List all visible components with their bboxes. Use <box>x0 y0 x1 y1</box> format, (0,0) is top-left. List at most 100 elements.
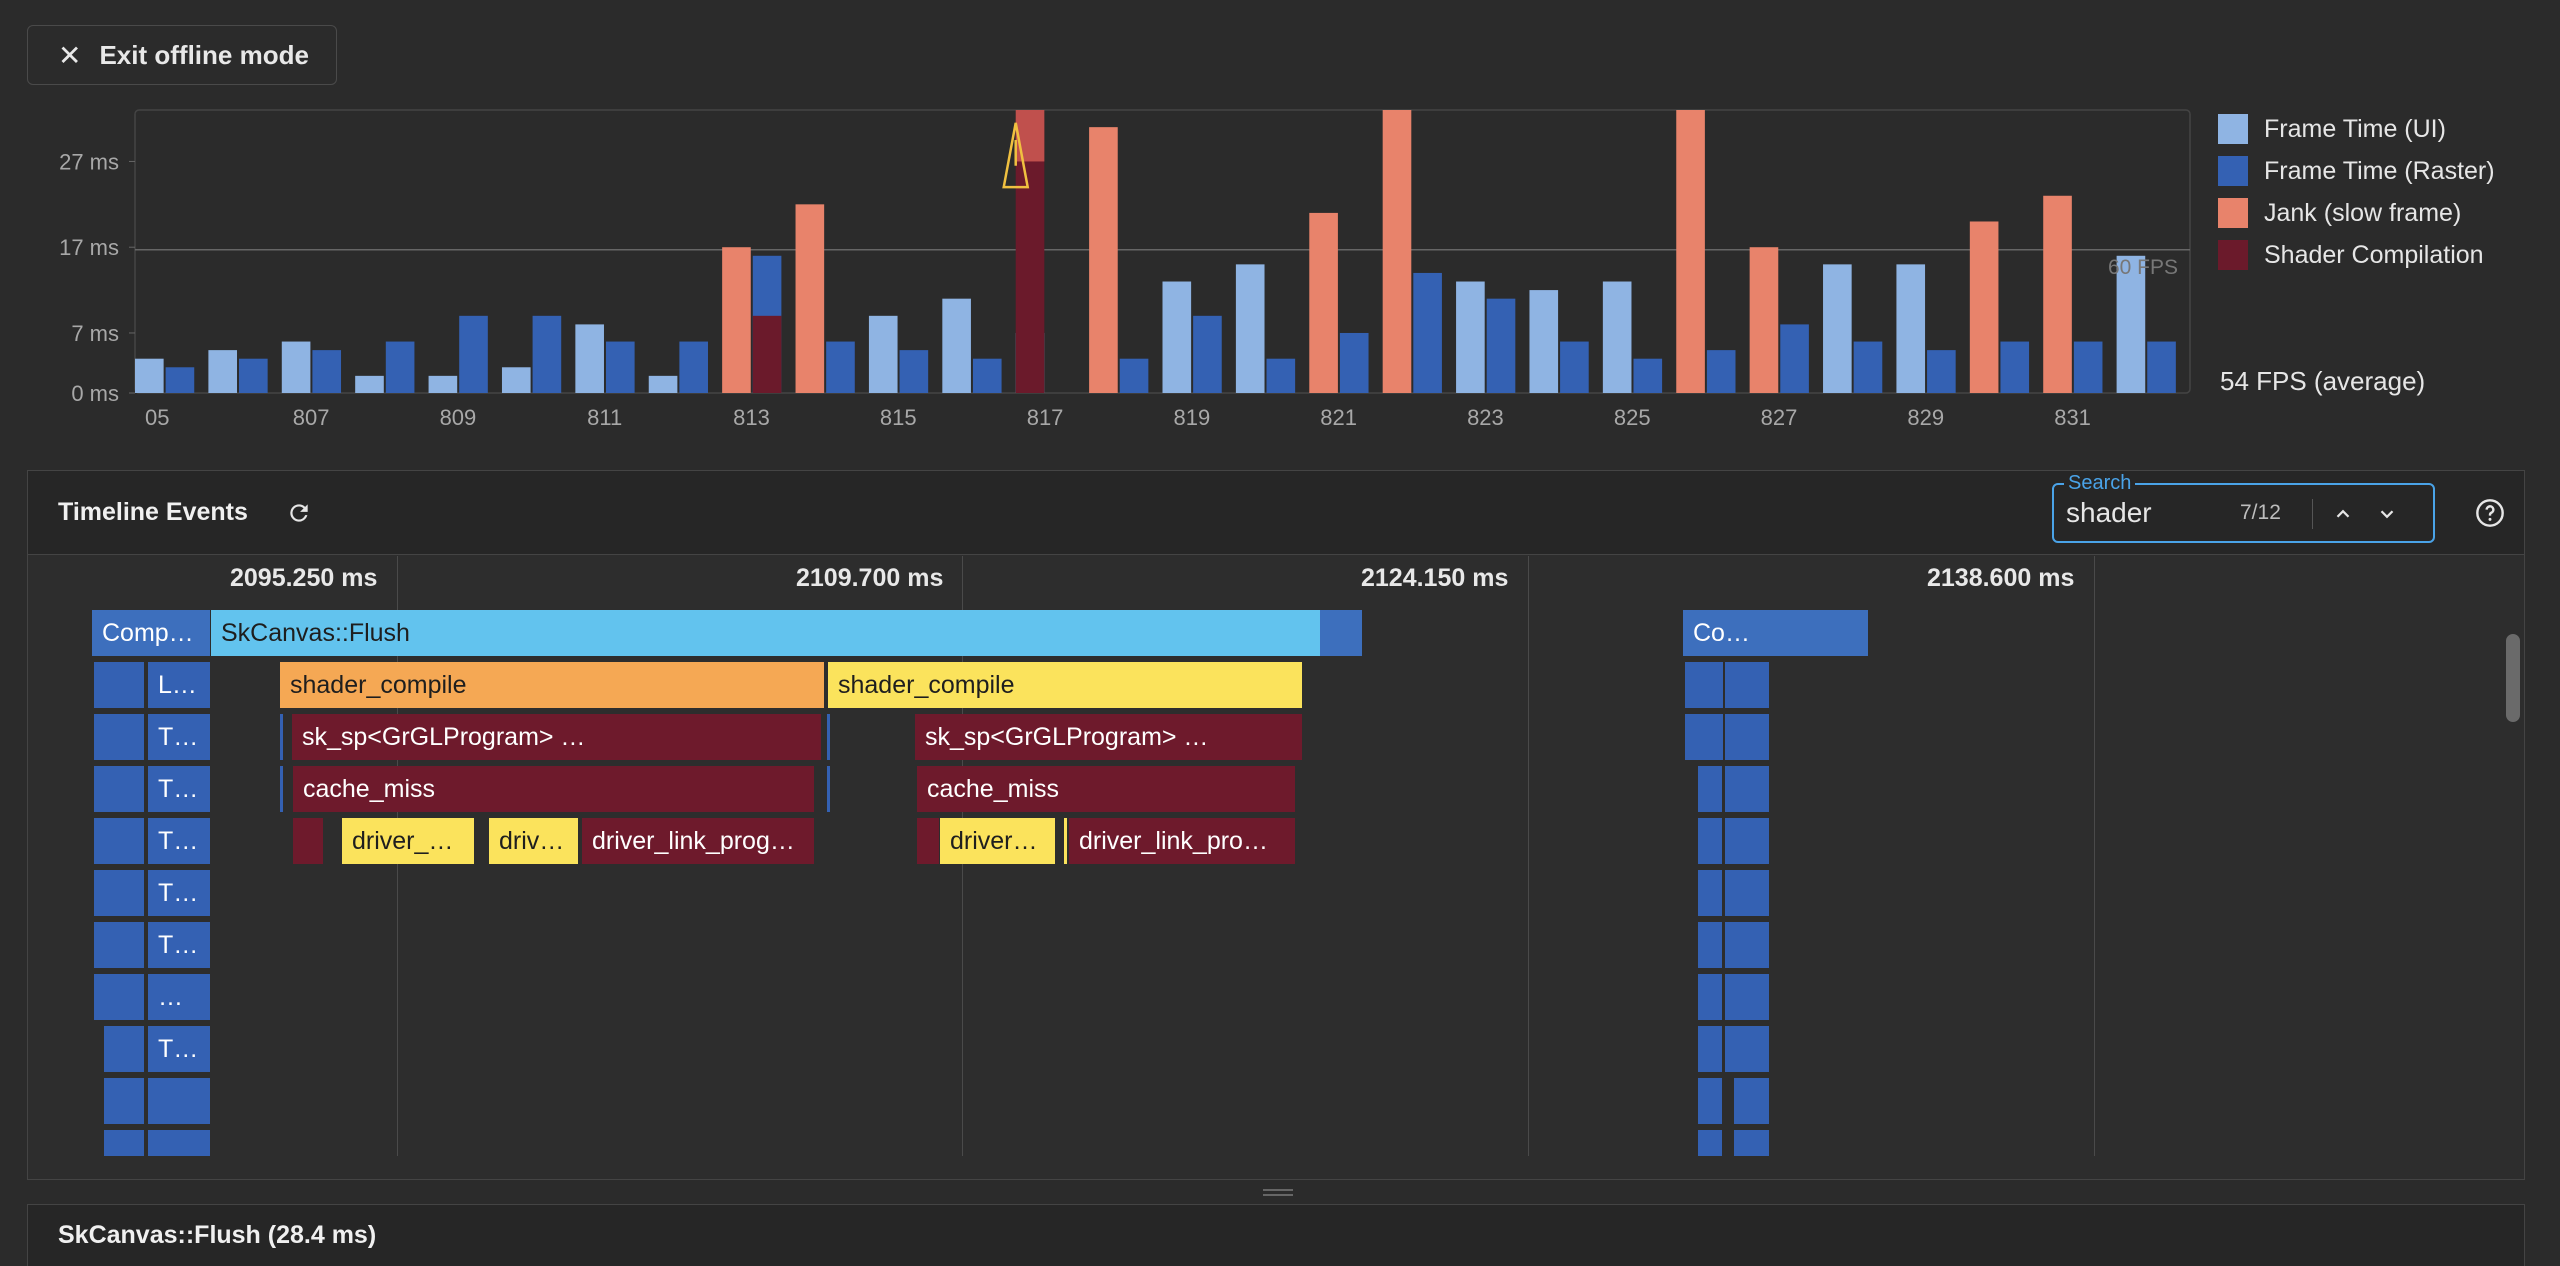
timeline-event[interactable] <box>827 766 830 812</box>
raster-frame-bar <box>532 315 562 393</box>
search-divider <box>2312 499 2313 529</box>
timeline-event[interactable]: T… <box>148 766 210 812</box>
legend-swatch <box>2218 156 2248 186</box>
drag-handle-icon[interactable] <box>1263 1188 1293 1198</box>
y-tick-label: 0 ms <box>71 381 119 406</box>
timeline-event[interactable] <box>1725 922 1769 968</box>
timeline-event-shader-compile[interactable]: shader_compile <box>280 662 824 708</box>
frame-chart-svg[interactable]: 27 ms 17 ms 7 ms 0 ms 60 FPS 05 807 809 811 813 81… <box>0 100 2200 460</box>
timeline-event[interactable] <box>104 1130 144 1156</box>
timeline-event-driver[interactable]: driv… <box>489 818 578 864</box>
timeline-event-cache-miss[interactable]: cache_miss <box>293 766 814 812</box>
timeline-event[interactable] <box>1685 662 1723 708</box>
timeline-event[interactable]: T… <box>148 870 210 916</box>
ui-frame-bar <box>355 375 384 393</box>
timeline-event[interactable] <box>1698 818 1722 864</box>
timeline-event[interactable]: L… <box>148 662 210 708</box>
timeline-header: Timeline Events Search 7/12 <box>28 471 2524 555</box>
ui-frame-bar <box>868 315 898 393</box>
timeline-event[interactable]: Comp… <box>92 610 210 656</box>
timeline-vertical-scrollbar[interactable] <box>2506 634 2520 722</box>
timeline-event[interactable]: T… <box>148 714 210 760</box>
timeline-event[interactable] <box>1725 662 1769 708</box>
timeline-event[interactable] <box>94 922 144 968</box>
timeline-tick-label: 2095.250 ms <box>230 564 378 592</box>
timeline-flame-chart[interactable]: 2095.250 ms 2109.700 ms 2124.150 ms 2138… <box>28 556 2524 1156</box>
timeline-event[interactable] <box>1064 818 1067 864</box>
timeline-event[interactable] <box>1698 1026 1722 1072</box>
timeline-event[interactable] <box>1320 610 1362 656</box>
timeline-event[interactable] <box>1698 974 1722 1020</box>
timeline-event[interactable] <box>1734 1078 1769 1124</box>
timeline-event[interactable]: T… <box>148 922 210 968</box>
raster-frame-bar <box>1706 350 1736 393</box>
timeline-event[interactable] <box>1698 870 1722 916</box>
raster-frame-bar <box>1413 272 1442 393</box>
ui-frame-bar <box>428 375 458 393</box>
search-field[interactable]: Search 7/12 <box>2052 472 2435 543</box>
fps-line-label: 60 FPS <box>2108 256 2178 279</box>
refresh-icon[interactable] <box>284 498 314 528</box>
raster-frame-bar <box>2073 341 2103 393</box>
timeline-event[interactable] <box>1698 1130 1722 1156</box>
timeline-event[interactable] <box>293 818 323 864</box>
timeline-gridline <box>1528 556 1529 1156</box>
timeline-event[interactable] <box>1698 766 1722 812</box>
help-icon[interactable] <box>2474 497 2506 529</box>
timeline-event-skcanvas-flush[interactable]: SkCanvas::Flush <box>211 610 1320 656</box>
timeline-event[interactable]: T… <box>148 818 210 864</box>
exit-offline-mode-button[interactable]: ✕ Exit offline mode <box>27 25 337 85</box>
timeline-event[interactable] <box>1734 1130 1769 1156</box>
timeline-tick-label: 2109.700 ms <box>796 564 944 592</box>
timeline-event[interactable] <box>1725 714 1769 760</box>
legend-label: Frame Time (Raster) <box>2264 156 2495 185</box>
timeline-event-shader-compile-selected[interactable]: shader_compile <box>828 662 1302 708</box>
timeline-event-driver[interactable]: driver_… <box>342 818 474 864</box>
legend-item: Shader Compilation <box>2218 234 2495 276</box>
timeline-event[interactable] <box>94 662 144 708</box>
timeline-event[interactable] <box>1725 766 1769 812</box>
timeline-event[interactable] <box>94 818 144 864</box>
jank-bar <box>1089 127 1118 393</box>
ui-frame-bar <box>1602 281 1632 393</box>
next-match-chevron-down-icon[interactable] <box>2372 499 2402 529</box>
frame-chart[interactable]: 27 ms 17 ms 7 ms 0 ms 60 FPS 05 807 809 811 813 81… <box>0 100 2560 548</box>
timeline-event[interactable] <box>94 870 144 916</box>
timeline-event-cache-miss[interactable]: cache_miss <box>917 766 1295 812</box>
timeline-event[interactable] <box>1685 714 1723 760</box>
timeline-event[interactable] <box>94 766 144 812</box>
timeline-event[interactable] <box>148 1130 210 1156</box>
previous-match-chevron-up-icon[interactable] <box>2328 499 2358 529</box>
timeline-event[interactable] <box>280 714 283 760</box>
timeline-event[interactable] <box>94 714 144 760</box>
search-input[interactable] <box>2066 495 2226 531</box>
jank-bar <box>1309 212 1338 393</box>
timeline-event-sk-sp-program[interactable]: sk_sp<GrGLProgram> … <box>292 714 821 760</box>
timeline-event[interactable] <box>1698 922 1722 968</box>
warning-highlight <box>1015 110 1045 162</box>
chart-legend: Frame Time (UI) Frame Time (Raster) Jank… <box>2218 108 2495 276</box>
timeline-event[interactable]: Co… <box>1683 610 1868 656</box>
timeline-event-driver[interactable]: driver… <box>940 818 1055 864</box>
jank-bar <box>1676 110 1705 393</box>
warning-icon <box>1002 122 1030 189</box>
timeline-event[interactable] <box>917 818 939 864</box>
timeline-event[interactable] <box>827 714 830 760</box>
timeline-event[interactable] <box>280 766 283 812</box>
timeline-event[interactable] <box>148 1078 210 1124</box>
timeline-event[interactable] <box>94 974 144 1020</box>
timeline-event-driver-link[interactable]: driver_link_prog… <box>582 818 814 864</box>
legend-swatch <box>2218 198 2248 228</box>
timeline-event[interactable] <box>1725 818 1769 864</box>
timeline-event[interactable] <box>104 1026 144 1072</box>
timeline-event[interactable] <box>104 1078 144 1124</box>
raster-frame-bar <box>1486 298 1516 393</box>
timeline-event[interactable]: … <box>148 974 210 1020</box>
timeline-event[interactable] <box>1725 870 1769 916</box>
timeline-event[interactable] <box>1698 1078 1722 1124</box>
timeline-event-sk-sp-program[interactable]: sk_sp<GrGLProgram> … <box>915 714 1302 760</box>
timeline-event[interactable]: T… <box>148 1026 210 1072</box>
timeline-event[interactable] <box>1725 1026 1769 1072</box>
timeline-event[interactable] <box>1725 974 1769 1020</box>
timeline-event-driver-link[interactable]: driver_link_pro… <box>1069 818 1295 864</box>
